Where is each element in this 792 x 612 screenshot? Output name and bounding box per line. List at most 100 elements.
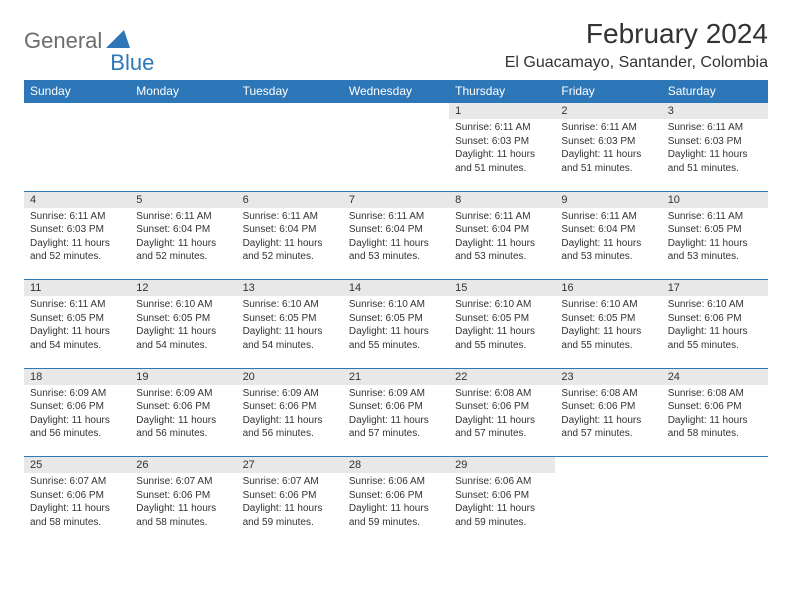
day-number-cell: 14: [343, 280, 449, 297]
logo: General Blue: [24, 18, 154, 64]
day-detail-cell: Sunrise: 6:10 AMSunset: 6:05 PMDaylight:…: [343, 296, 449, 368]
sunrise-text: Sunrise: 6:10 AM: [243, 298, 337, 312]
day-number-row: 123: [24, 103, 768, 120]
daylight-text: Daylight: 11 hours and 55 minutes.: [561, 325, 655, 352]
sunset-text: Sunset: 6:06 PM: [243, 489, 337, 503]
day-number-cell: 12: [130, 280, 236, 297]
daylight-text: Daylight: 11 hours and 53 minutes.: [455, 237, 549, 264]
daylight-text: Daylight: 11 hours and 52 minutes.: [30, 237, 124, 264]
day-number-row: 11121314151617: [24, 280, 768, 297]
sunset-text: Sunset: 6:04 PM: [243, 223, 337, 237]
logo-text-blue: Blue: [110, 50, 154, 76]
day-number-cell: 2: [555, 103, 661, 120]
daylight-text: Daylight: 11 hours and 58 minutes.: [668, 414, 762, 441]
sunrise-text: Sunrise: 6:08 AM: [455, 387, 549, 401]
sunset-text: Sunset: 6:05 PM: [561, 312, 655, 326]
sunset-text: Sunset: 6:06 PM: [136, 489, 230, 503]
day-number-cell: 28: [343, 457, 449, 474]
daylight-text: Daylight: 11 hours and 59 minutes.: [455, 502, 549, 529]
weekday-header: Tuesday: [237, 80, 343, 103]
day-detail-cell: Sunrise: 6:11 AMSunset: 6:03 PMDaylight:…: [449, 119, 555, 191]
day-number-cell: 5: [130, 191, 236, 208]
page-header: General Blue February 2024 El Guacamayo,…: [24, 18, 768, 72]
sunset-text: Sunset: 6:04 PM: [349, 223, 443, 237]
sunrise-text: Sunrise: 6:10 AM: [668, 298, 762, 312]
daylight-text: Daylight: 11 hours and 58 minutes.: [136, 502, 230, 529]
day-number-cell: 19: [130, 368, 236, 385]
day-detail-cell: Sunrise: 6:10 AMSunset: 6:05 PMDaylight:…: [130, 296, 236, 368]
day-number-cell: 6: [237, 191, 343, 208]
daylight-text: Daylight: 11 hours and 59 minutes.: [243, 502, 337, 529]
sunrise-text: Sunrise: 6:10 AM: [455, 298, 549, 312]
day-detail-cell: Sunrise: 6:11 AMSunset: 6:03 PMDaylight:…: [24, 208, 130, 280]
day-detail-cell: Sunrise: 6:11 AMSunset: 6:03 PMDaylight:…: [662, 119, 768, 191]
day-number-cell: 20: [237, 368, 343, 385]
sunset-text: Sunset: 6:06 PM: [243, 400, 337, 414]
sunrise-text: Sunrise: 6:09 AM: [349, 387, 443, 401]
daylight-text: Daylight: 11 hours and 57 minutes.: [349, 414, 443, 441]
day-detail-cell: [555, 473, 661, 545]
sunset-text: Sunset: 6:06 PM: [668, 400, 762, 414]
sunset-text: Sunset: 6:05 PM: [455, 312, 549, 326]
day-detail-cell: [237, 119, 343, 191]
sunrise-text: Sunrise: 6:07 AM: [30, 475, 124, 489]
sunrise-text: Sunrise: 6:11 AM: [668, 121, 762, 135]
day-detail-cell: Sunrise: 6:10 AMSunset: 6:05 PMDaylight:…: [555, 296, 661, 368]
day-detail-cell: Sunrise: 6:11 AMSunset: 6:04 PMDaylight:…: [343, 208, 449, 280]
sunrise-text: Sunrise: 6:11 AM: [30, 298, 124, 312]
day-number-cell: 22: [449, 368, 555, 385]
sunset-text: Sunset: 6:06 PM: [455, 400, 549, 414]
sunset-text: Sunset: 6:03 PM: [668, 135, 762, 149]
calendar-page: General Blue February 2024 El Guacamayo,…: [0, 0, 792, 612]
sunset-text: Sunset: 6:06 PM: [30, 489, 124, 503]
sunrise-text: Sunrise: 6:11 AM: [561, 121, 655, 135]
day-detail-cell: [130, 119, 236, 191]
day-number-cell: 15: [449, 280, 555, 297]
weekday-header: Sunday: [24, 80, 130, 103]
daylight-text: Daylight: 11 hours and 59 minutes.: [349, 502, 443, 529]
day-detail-cell: Sunrise: 6:07 AMSunset: 6:06 PMDaylight:…: [130, 473, 236, 545]
day-number-cell: 21: [343, 368, 449, 385]
day-number-cell: 16: [555, 280, 661, 297]
daylight-text: Daylight: 11 hours and 53 minutes.: [349, 237, 443, 264]
day-number-cell: 13: [237, 280, 343, 297]
daylight-text: Daylight: 11 hours and 51 minutes.: [561, 148, 655, 175]
day-number-cell: [343, 103, 449, 120]
day-detail-cell: Sunrise: 6:11 AMSunset: 6:04 PMDaylight:…: [237, 208, 343, 280]
sunset-text: Sunset: 6:04 PM: [561, 223, 655, 237]
weekday-header: Thursday: [449, 80, 555, 103]
sunset-text: Sunset: 6:06 PM: [349, 489, 443, 503]
daylight-text: Daylight: 11 hours and 52 minutes.: [243, 237, 337, 264]
day-number-cell: 27: [237, 457, 343, 474]
sunrise-text: Sunrise: 6:08 AM: [668, 387, 762, 401]
day-detail-cell: Sunrise: 6:11 AMSunset: 6:05 PMDaylight:…: [662, 208, 768, 280]
day-number-cell: [662, 457, 768, 474]
day-detail-cell: Sunrise: 6:07 AMSunset: 6:06 PMDaylight:…: [237, 473, 343, 545]
sunrise-text: Sunrise: 6:06 AM: [349, 475, 443, 489]
sunrise-text: Sunrise: 6:11 AM: [243, 210, 337, 224]
day-number-cell: 23: [555, 368, 661, 385]
sunset-text: Sunset: 6:05 PM: [668, 223, 762, 237]
sunrise-text: Sunrise: 6:11 AM: [561, 210, 655, 224]
sunrise-text: Sunrise: 6:10 AM: [136, 298, 230, 312]
day-detail-cell: Sunrise: 6:10 AMSunset: 6:05 PMDaylight:…: [449, 296, 555, 368]
sunrise-text: Sunrise: 6:11 AM: [455, 210, 549, 224]
day-number-cell: 4: [24, 191, 130, 208]
location: El Guacamayo, Santander, Colombia: [505, 54, 768, 72]
sunrise-text: Sunrise: 6:08 AM: [561, 387, 655, 401]
daylight-text: Daylight: 11 hours and 56 minutes.: [30, 414, 124, 441]
day-detail-cell: Sunrise: 6:08 AMSunset: 6:06 PMDaylight:…: [449, 385, 555, 457]
daylight-text: Daylight: 11 hours and 52 minutes.: [136, 237, 230, 264]
sunset-text: Sunset: 6:05 PM: [136, 312, 230, 326]
sunrise-text: Sunrise: 6:07 AM: [243, 475, 337, 489]
sunrise-text: Sunrise: 6:10 AM: [349, 298, 443, 312]
day-detail-row: Sunrise: 6:11 AMSunset: 6:03 PMDaylight:…: [24, 119, 768, 191]
sunset-text: Sunset: 6:04 PM: [136, 223, 230, 237]
day-number-row: 2526272829: [24, 457, 768, 474]
day-number-cell: 7: [343, 191, 449, 208]
month-title: February 2024: [505, 18, 768, 50]
sunset-text: Sunset: 6:03 PM: [455, 135, 549, 149]
daylight-text: Daylight: 11 hours and 51 minutes.: [668, 148, 762, 175]
sunset-text: Sunset: 6:06 PM: [455, 489, 549, 503]
sunset-text: Sunset: 6:06 PM: [136, 400, 230, 414]
